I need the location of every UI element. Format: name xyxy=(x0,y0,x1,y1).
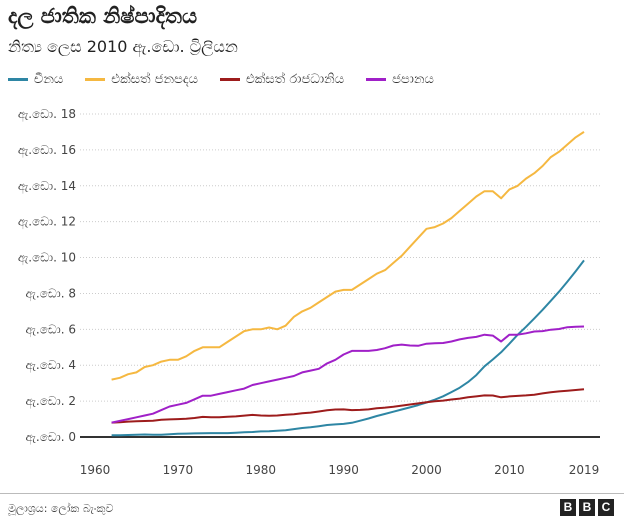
series-line-uk xyxy=(111,388,585,424)
x-tick-label-1990: 1990 xyxy=(328,463,359,477)
legend-label-japan: ජපානය xyxy=(392,72,434,87)
x-tick-label-2019: 2019 xyxy=(569,463,600,477)
gdp-line-chart: ඇ.ඩො. 0 ඇ.ඩො. 2 ඇ.ඩො. 4 ඇ.ඩො. 6 ඇ.ඩො. 8 ඇ.ඩො.… xyxy=(18,107,600,477)
legend-label-usa: එක්සත් ජනපදය xyxy=(111,72,198,87)
y-axis-tick-labels: ඇ.ඩො. 0 ඇ.ඩො. 2 ඇ.ඩො. 4 ඇ.ඩො. 6 ඇ.ඩො. 8 ඇ.ඩො.… xyxy=(18,107,76,445)
source-note: මූලාශ්‍රය: ලෝක බැංකුව xyxy=(8,502,114,515)
bbc-logo-letter-3: C xyxy=(598,499,614,516)
series-line-china xyxy=(111,259,585,437)
legend-item-uk: එක්සත් රාජධානිය xyxy=(219,72,345,87)
y-tick-label-14: ඇ.ඩො. 14 xyxy=(18,179,76,194)
y-tick-label-18: ඇ.ඩො. 18 xyxy=(18,107,76,122)
y-tick-label-8: ඇ.ඩො. 8 xyxy=(25,286,76,301)
legend-swatch-china xyxy=(8,78,28,81)
legend-label-uk: එක්සත් රාජධානිය xyxy=(245,72,345,87)
legend-swatch-usa xyxy=(85,78,106,81)
bbc-logo-letter-2: B xyxy=(579,499,595,516)
bbc-logo: B B C xyxy=(557,499,614,516)
chart-subtitle: නිත්‍ය ලෙස 2010 ඇ.ඩො. ට්‍රිලියන xyxy=(8,37,238,56)
footer-divider xyxy=(0,493,624,494)
y-tick-label-6: ඇ.ඩො. 6 xyxy=(25,322,76,337)
y-tick-label-16: ඇ.ඩො. 16 xyxy=(18,143,76,158)
legend-swatch-japan xyxy=(366,78,387,81)
x-tick-label-1970: 1970 xyxy=(163,463,194,477)
x-tick-label-2010: 2010 xyxy=(494,463,525,477)
legend-item-japan: ජපානය xyxy=(366,72,434,87)
x-tick-label-1960: 1960 xyxy=(80,463,111,477)
legend-swatch-uk xyxy=(219,78,240,81)
chart-legend: චීනය එක්සත් ජනපදය එක්සත් රාජධානිය ජපානය xyxy=(8,72,456,87)
series-line-japan xyxy=(111,325,585,424)
chart-title: දල ජාතික නිෂ්පාදිතය xyxy=(8,4,198,28)
x-tick-label-2000: 2000 xyxy=(411,463,442,477)
legend-label-china: චීනය xyxy=(34,72,64,87)
series-lines xyxy=(111,131,585,437)
x-axis-tick-labels: 1960 1970 1980 1990 2000 2010 2019 xyxy=(80,463,600,477)
series-line-usa xyxy=(111,131,585,381)
grid-lines xyxy=(80,113,600,438)
y-tick-label-10: ඇ.ඩො. 10 xyxy=(18,251,76,266)
y-tick-label-2: ඇ.ඩො. 2 xyxy=(25,394,76,409)
y-tick-label-4: ඇ.ඩො. 4 xyxy=(25,358,76,373)
legend-item-usa: එක්සත් ජනපදය xyxy=(85,72,198,87)
y-tick-label-12: ඇ.ඩො. 12 xyxy=(18,215,76,230)
legend-item-china: චීනය xyxy=(8,72,63,87)
y-tick-label-0: ඇ.ඩො. 0 xyxy=(25,430,76,445)
bbc-logo-letter-1: B xyxy=(560,499,576,516)
x-tick-label-1980: 1980 xyxy=(245,463,276,477)
